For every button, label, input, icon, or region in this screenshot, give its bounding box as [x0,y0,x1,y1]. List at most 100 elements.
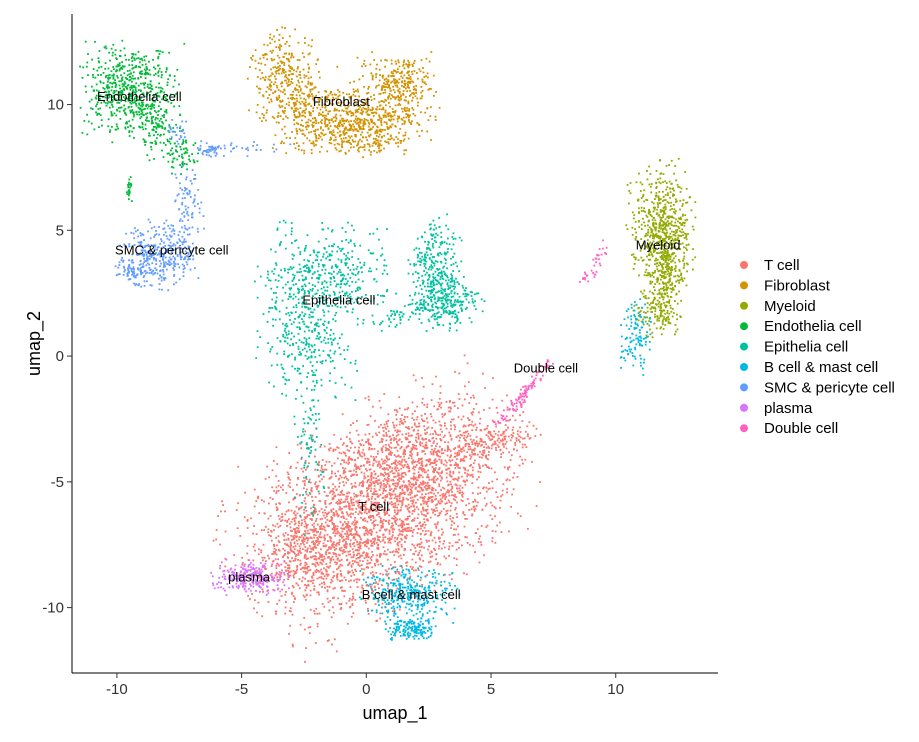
data-point [289,486,291,488]
data-point [315,547,318,549]
data-point [283,71,285,74]
data-point [439,498,442,501]
data-point [392,462,395,464]
data-point [287,578,289,580]
data-point [382,430,385,432]
data-point [317,484,320,487]
data-point [287,552,289,555]
data-point [332,103,335,105]
data-point [296,566,298,568]
data-point [266,465,269,468]
data-point [378,150,381,152]
data-point [356,543,359,546]
data-point [371,51,374,54]
data-point [405,63,407,66]
data-point [370,519,372,521]
data-point [360,591,363,594]
data-point [375,67,378,70]
data-point [352,554,355,557]
data-point [359,556,361,558]
data-point [313,536,315,539]
data-point [468,402,471,404]
data-point [418,68,421,71]
data-point [518,464,521,467]
data-point [387,444,390,446]
data-point [407,137,410,140]
data-point [435,479,438,481]
data-point [396,518,398,521]
data-point [281,519,284,522]
data-point [363,568,366,571]
data-point [375,480,378,482]
data-point [368,508,370,511]
data-point [314,511,316,514]
data-point [407,59,410,62]
data-point [416,452,419,454]
data-point [314,96,316,99]
data-point [325,551,327,553]
data-point [373,484,376,487]
data-point [406,534,408,537]
data-point [262,95,265,98]
data-point [278,47,281,49]
data-point [391,579,394,581]
data-point [401,81,403,84]
data-point [511,414,514,417]
data-point [372,137,375,140]
data-point [373,488,376,490]
data-point [332,134,334,136]
data-point [353,473,356,476]
data-point [407,488,410,491]
data-point [384,109,387,112]
data-point [329,536,331,538]
data-point [419,441,421,444]
data-point [275,573,278,576]
data-point [387,537,389,540]
data-point [346,498,349,501]
data-point [307,63,310,66]
data-point [445,427,448,430]
data-point [308,112,311,115]
data-point [406,416,409,418]
data-point [379,617,382,620]
data-point [454,455,457,458]
data-point [394,495,397,498]
data-point [387,138,390,141]
data-point [390,442,392,444]
data-point [334,495,336,498]
data-point [268,557,270,560]
data-point [465,455,468,458]
data-point [428,459,430,461]
data-point [497,446,500,448]
data-point [309,594,312,597]
data-point [293,576,295,579]
data-point [312,540,315,543]
data-point [373,448,376,450]
data-point [471,413,474,416]
data-point [411,558,414,561]
data-point [297,520,300,523]
data-point [376,535,379,538]
data-point [329,537,332,540]
data-point [421,437,424,440]
data-point [403,120,406,122]
data-point [362,495,365,497]
data-point [390,493,392,496]
data-point [277,62,279,65]
data-point [445,461,448,464]
data-point [318,114,320,117]
data-point [395,513,398,516]
data-point [457,525,459,528]
data-point [421,583,423,586]
data-point [459,436,461,439]
data-point [449,480,452,483]
data-point [341,143,343,146]
data-point [282,488,284,491]
data-point [257,497,259,500]
data-point [381,451,384,453]
data-point [413,419,415,421]
data-point [424,500,426,503]
data-point [484,428,487,431]
data-point [432,419,435,422]
data-point [471,469,474,472]
